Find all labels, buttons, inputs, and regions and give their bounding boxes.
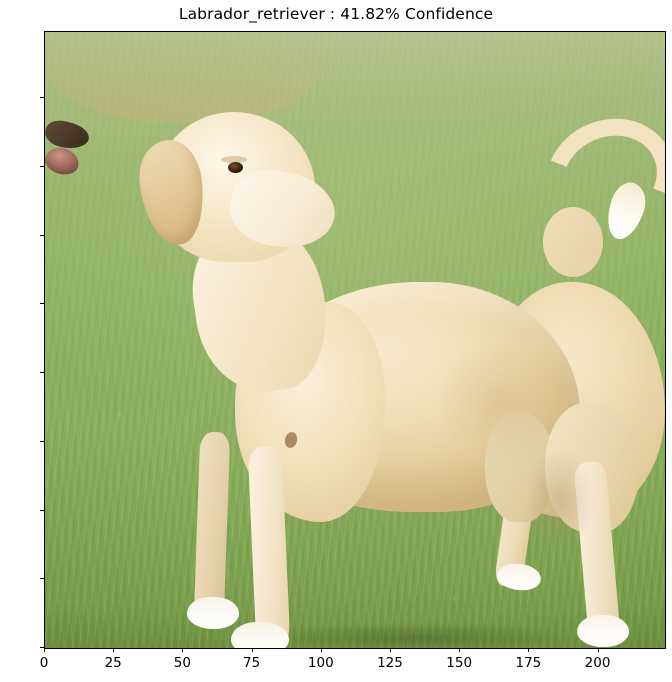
x-tick-label: 75 (242, 655, 261, 671)
x-tick (528, 648, 530, 652)
belly-shading (45, 32, 325, 122)
flank-shading (425, 332, 575, 472)
eye (228, 162, 243, 173)
front-near-paw (231, 622, 289, 648)
classified-image (45, 32, 665, 648)
dog-figure (45, 32, 665, 648)
y-tick (40, 372, 44, 373)
x-tick (182, 648, 184, 652)
image-axes (44, 31, 666, 649)
hindleg-shading (515, 447, 605, 567)
x-tick-label: 175 (515, 655, 542, 671)
x-tick (597, 648, 599, 652)
far-thigh (485, 412, 555, 522)
y-tick (40, 234, 44, 236)
front-far-leg (193, 431, 231, 623)
y-tick (40, 578, 44, 580)
rear-near-paw (577, 615, 629, 647)
x-tick-label: 200 (584, 655, 611, 671)
x-tick-label: 25 (104, 655, 122, 671)
y-tick (40, 647, 44, 648)
jaw-shadow (45, 117, 92, 153)
y-tick (40, 97, 44, 98)
brow (221, 156, 247, 163)
x-tick (44, 648, 45, 652)
x-tick-label: 50 (173, 655, 191, 671)
x-tick-label: 125 (377, 655, 403, 671)
x-tick (113, 648, 115, 652)
x-tick (389, 648, 391, 652)
x-tick-label: 100 (307, 655, 334, 671)
y-tick (40, 165, 44, 167)
front-far-paw (187, 597, 239, 629)
plot-title: Labrador_retriever : 41.82% Confidence (178, 5, 494, 23)
tail-base (543, 207, 603, 277)
nose (45, 143, 82, 179)
x-tick-label: 0 (39, 655, 49, 671)
y-tick (40, 509, 44, 511)
y-tick (40, 303, 44, 305)
y-tick (40, 440, 44, 442)
x-tick-label: 150 (446, 655, 473, 671)
rear-far-paw (495, 561, 543, 593)
x-tick (320, 648, 322, 652)
x-tick (251, 648, 253, 652)
x-tick (459, 648, 461, 652)
